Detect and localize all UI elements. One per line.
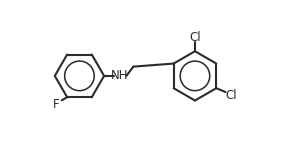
Text: NH: NH bbox=[111, 69, 128, 82]
Text: F: F bbox=[53, 98, 60, 111]
Text: Cl: Cl bbox=[225, 89, 237, 102]
Text: Cl: Cl bbox=[189, 31, 201, 44]
